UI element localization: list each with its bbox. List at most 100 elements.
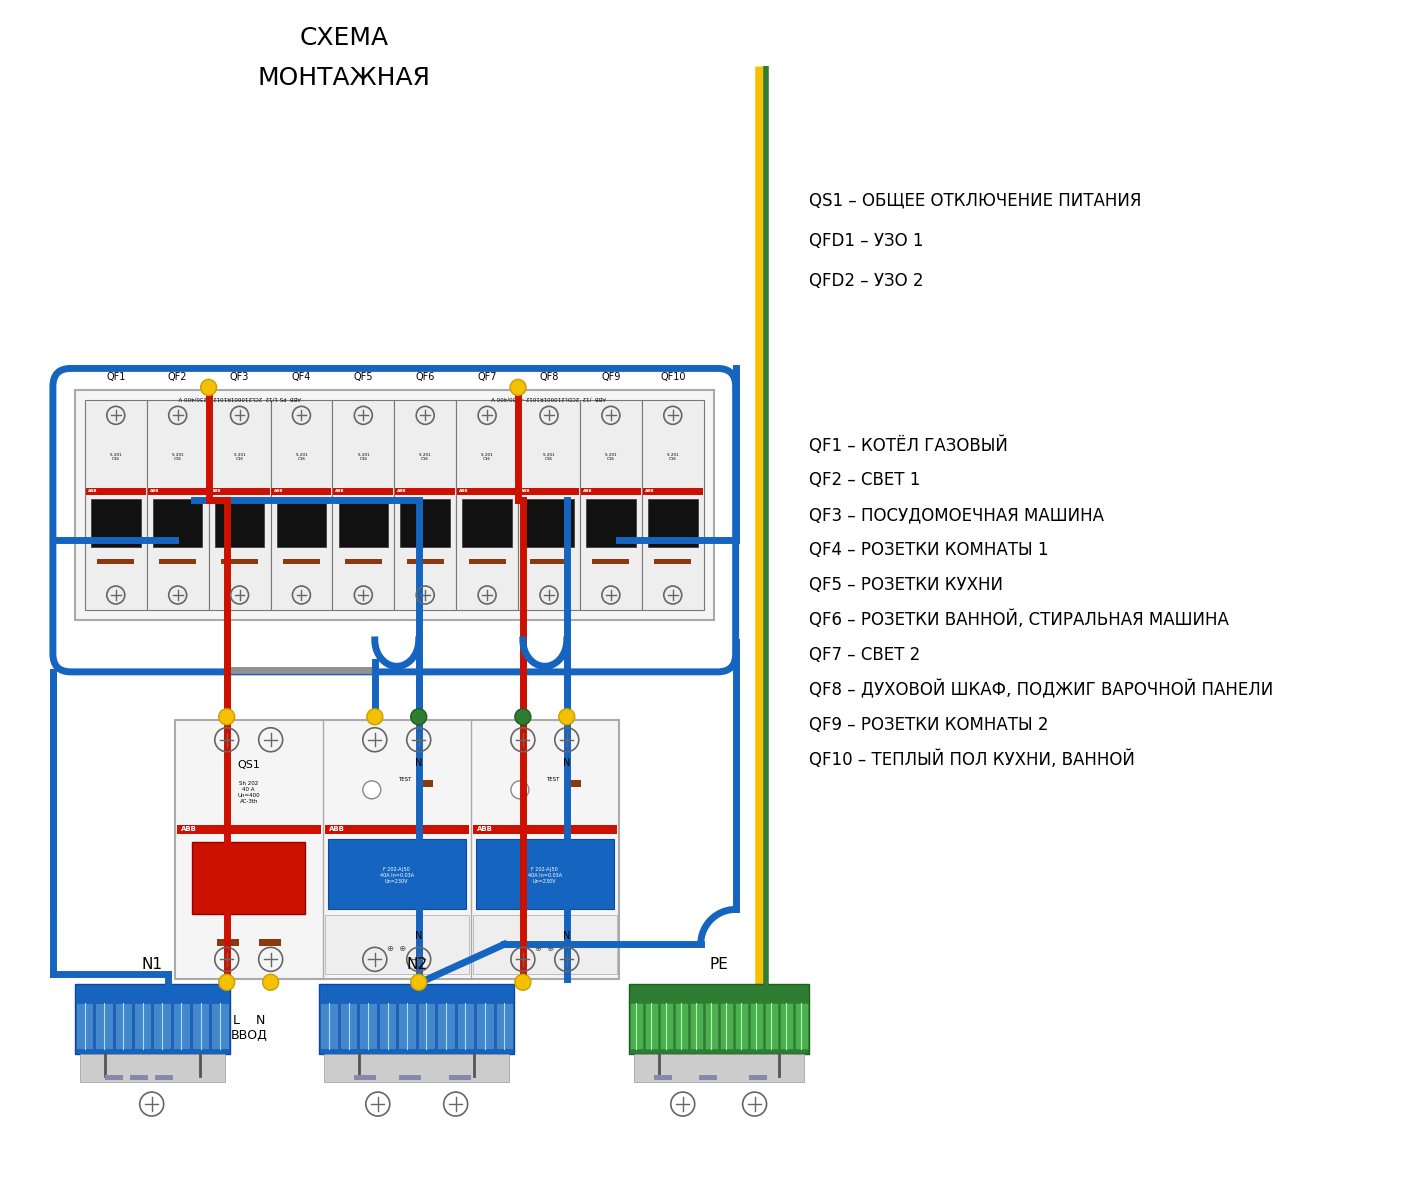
FancyBboxPatch shape [417,1003,436,1049]
Circle shape [514,709,531,725]
FancyBboxPatch shape [473,914,617,974]
FancyBboxPatch shape [115,1003,132,1049]
Text: QF7: QF7 [478,372,497,383]
Text: ABB: ABB [476,827,493,833]
FancyBboxPatch shape [153,499,202,547]
Text: TEST: TEST [398,776,412,782]
Text: МОНТАЖНАЯ: МОНТАЖНАЯ [259,66,431,90]
Text: N: N [563,757,570,768]
Text: QF1: QF1 [107,372,125,383]
Text: N: N [563,931,570,941]
FancyBboxPatch shape [518,401,580,610]
Circle shape [410,974,427,990]
Text: QF10 – ТЕПЛЫЙ ПОЛ КУХНИ, ВАННОЙ: QF10 – ТЕПЛЫЙ ПОЛ КУХНИ, ВАННОЙ [808,750,1134,769]
Text: QF9: QF9 [601,372,621,383]
FancyBboxPatch shape [153,1003,170,1049]
FancyBboxPatch shape [148,487,208,494]
Text: F 202-A(50
40A In=0.03A
Un=230V: F 202-A(50 40A In=0.03A Un=230V [379,868,414,883]
Text: ABB: ABB [583,490,593,493]
FancyBboxPatch shape [325,824,469,834]
FancyBboxPatch shape [86,487,146,494]
FancyBboxPatch shape [354,1075,377,1080]
Circle shape [219,974,235,990]
FancyBboxPatch shape [340,1003,357,1049]
FancyBboxPatch shape [84,401,146,610]
Text: ABB: ABB [181,827,197,833]
FancyBboxPatch shape [406,559,444,564]
FancyBboxPatch shape [177,824,320,834]
Text: ABB  /12  2CDL210001R1012 – 230/400 V: ABB /12 2CDL210001R1012 – 230/400 V [492,395,607,401]
Text: QF3 – ПОСУДОМОЕЧНАЯ МАШИНА: QF3 – ПОСУДОМОЕЧНАЯ МАШИНА [808,506,1103,524]
Text: S 201
C16: S 201 C16 [295,452,308,461]
FancyBboxPatch shape [645,1003,658,1049]
Text: S 201
C16: S 201 C16 [544,452,555,461]
Circle shape [263,974,278,990]
Circle shape [511,781,528,799]
Text: Sh 202
40 A
Un=400
AC-3th: Sh 202 40 A Un=400 AC-3th [237,781,260,804]
Text: ABB: ABB [150,490,159,493]
FancyBboxPatch shape [96,1003,112,1049]
FancyBboxPatch shape [749,1075,767,1080]
FancyBboxPatch shape [518,487,579,494]
Text: ABB: ABB [398,490,407,493]
Text: QF5: QF5 [354,372,374,383]
Text: ABB: ABB [212,490,221,493]
Text: S 201
C16: S 201 C16 [420,452,431,461]
FancyBboxPatch shape [457,401,518,610]
Text: S 201
C16: S 201 C16 [171,452,184,461]
FancyBboxPatch shape [395,487,455,494]
FancyBboxPatch shape [192,1003,209,1049]
Text: ГОРОД МАСТЕРОВ: ГОРОД МАСТЕРОВ [364,1037,495,1051]
FancyBboxPatch shape [325,1054,509,1082]
FancyBboxPatch shape [634,1054,804,1082]
FancyBboxPatch shape [476,1003,493,1049]
FancyBboxPatch shape [705,1003,718,1049]
Text: QFD2 – УЗО 2: QFD2 – УЗО 2 [808,271,923,289]
Text: ABB: ABB [336,490,344,493]
FancyBboxPatch shape [780,1003,792,1049]
FancyBboxPatch shape [208,401,271,610]
FancyBboxPatch shape [629,1003,643,1049]
Text: TEST: TEST [547,776,559,782]
FancyBboxPatch shape [468,559,506,564]
Text: N2: N2 [406,956,427,972]
Text: QF1 – КОТЁЛ ГАЗОВЫЙ: QF1 – КОТЁЛ ГАЗОВЫЙ [808,436,1007,455]
Circle shape [559,709,575,725]
Text: QF4: QF4 [292,372,311,383]
Text: S 201
C16: S 201 C16 [482,452,493,461]
FancyBboxPatch shape [698,1075,717,1080]
FancyBboxPatch shape [457,1003,473,1049]
FancyBboxPatch shape [690,1003,702,1049]
FancyBboxPatch shape [593,559,629,564]
FancyBboxPatch shape [496,1003,513,1049]
FancyBboxPatch shape [379,1003,396,1049]
Text: S 201
C16: S 201 C16 [357,452,370,461]
FancyBboxPatch shape [655,559,691,564]
Text: N: N [414,757,423,768]
FancyBboxPatch shape [795,1003,808,1049]
FancyBboxPatch shape [192,841,305,914]
Text: QF5 – РОЗЕТКИ КУХНИ: QF5 – РОЗЕТКИ КУХНИ [808,576,1003,594]
FancyBboxPatch shape [325,914,469,974]
Circle shape [219,709,235,725]
FancyBboxPatch shape [155,1075,173,1080]
Text: S 201
C16: S 201 C16 [233,452,246,461]
Text: N: N [414,931,423,941]
Text: QFD1 – УЗО 1: QFD1 – УЗО 1 [808,232,923,250]
Text: QF7 – СВЕТ 2: QF7 – СВЕТ 2 [808,646,920,664]
Text: QS1 – ОБЩЕЕ ОТКЛЮЧЕНИЕ ПИТАНИЯ: QS1 – ОБЩЕЕ ОТКЛЮЧЕНИЕ ПИТАНИЯ [808,192,1141,210]
FancyBboxPatch shape [259,940,281,947]
FancyBboxPatch shape [173,1003,190,1049]
FancyBboxPatch shape [660,1003,673,1049]
FancyBboxPatch shape [580,487,641,494]
FancyBboxPatch shape [457,487,517,494]
FancyBboxPatch shape [360,1003,377,1049]
FancyBboxPatch shape [97,559,135,564]
FancyBboxPatch shape [400,499,450,547]
FancyBboxPatch shape [211,1003,229,1049]
FancyBboxPatch shape [674,1003,687,1049]
Text: N1: N1 [142,956,163,972]
FancyBboxPatch shape [648,499,697,547]
Text: QF2: QF2 [169,372,187,383]
FancyBboxPatch shape [221,559,259,564]
